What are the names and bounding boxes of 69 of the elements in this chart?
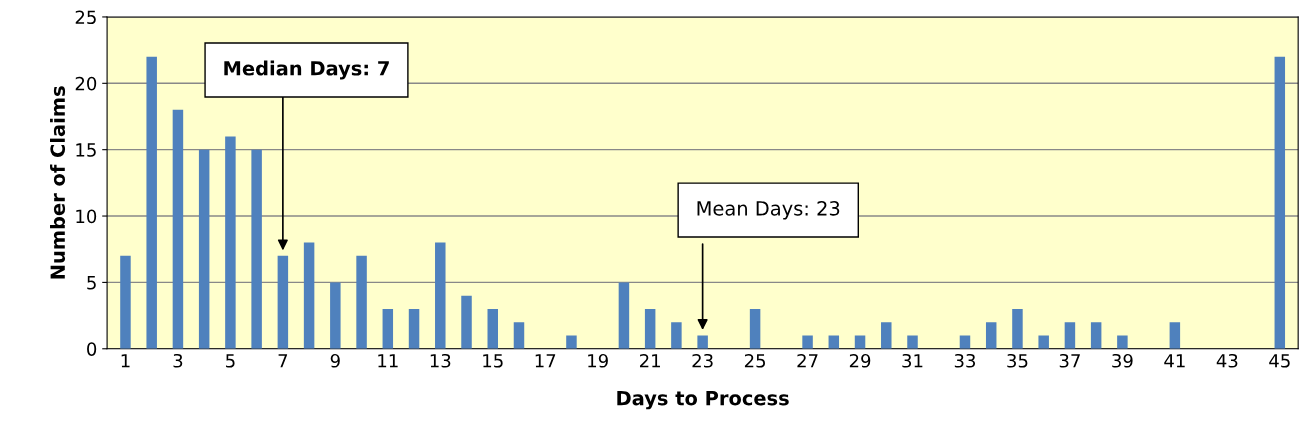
bar <box>172 109 184 349</box>
bar <box>461 295 472 349</box>
x-tick-label: 29 <box>849 353 871 368</box>
bar <box>644 308 656 349</box>
x-tick-label: 19 <box>588 353 608 368</box>
x-tick-label: 25 <box>744 353 766 368</box>
bar <box>487 308 498 349</box>
bar <box>802 335 813 349</box>
y-axis-title: Number of Claims <box>50 86 66 279</box>
bar <box>251 149 262 349</box>
bar <box>330 282 341 349</box>
bar <box>356 255 367 349</box>
x-tick-label: 31 <box>902 353 923 368</box>
bar <box>1064 322 1076 349</box>
x-tick-label: 15 <box>483 354 503 368</box>
annotation: Mean Days: 23 <box>697 201 840 220</box>
x-tick-label: 7 <box>278 354 288 368</box>
bar <box>198 149 210 349</box>
bar <box>120 255 131 349</box>
y-tick-label: 10 <box>76 209 97 224</box>
x-tick-label: 27 <box>797 353 818 368</box>
x-tick-label: 17 <box>535 354 556 368</box>
bar <box>985 322 997 349</box>
x-axis-title: Days to Process <box>617 391 789 410</box>
bar <box>671 322 682 349</box>
bar <box>513 322 525 349</box>
x-tick-label: 39 <box>1112 353 1133 368</box>
bar <box>881 322 892 349</box>
x-tick-label: 3 <box>173 353 183 368</box>
x-tick-label: 43 <box>1216 353 1238 368</box>
bar <box>435 242 446 349</box>
bar <box>566 335 577 349</box>
bar <box>618 282 630 349</box>
bar <box>408 308 420 349</box>
bar <box>749 308 761 349</box>
y-tick-label: 5 <box>87 276 96 290</box>
y-tick-label: 25 <box>75 10 96 25</box>
bar <box>303 242 315 349</box>
x-tick-label: 9 <box>330 353 340 368</box>
bar <box>828 335 840 349</box>
y-tick-label: 15 <box>76 143 96 157</box>
bar <box>146 56 157 349</box>
x-tick-label: 35 <box>1007 353 1028 368</box>
bar <box>277 255 289 349</box>
bar <box>1090 322 1102 349</box>
x-tick-label: 33 <box>954 353 976 368</box>
x-tick-label: 37 <box>1059 353 1080 368</box>
bar <box>1169 322 1181 349</box>
x-tick-label: 1 <box>121 354 130 368</box>
x-tick-label: 13 <box>430 353 451 368</box>
bar <box>225 136 236 349</box>
x-tick-label: 21 <box>639 353 660 368</box>
bar <box>1117 335 1128 349</box>
y-tick-label: 20 <box>75 76 97 91</box>
x-tick-label: 23 <box>692 353 713 368</box>
bar <box>854 335 866 349</box>
x-tick-label: 11 <box>378 354 398 368</box>
annotation: Median Days: 7 <box>224 60 389 80</box>
x-tick-label: 45 <box>1269 354 1290 368</box>
x-tick-label: 41 <box>1164 354 1185 368</box>
bar <box>382 308 394 349</box>
bar <box>1012 308 1023 349</box>
bar <box>1274 56 1286 349</box>
bar <box>907 335 918 349</box>
y-tick-label: 0 <box>87 342 97 356</box>
bar <box>959 335 971 349</box>
bar <box>1038 335 1049 349</box>
x-tick-label: 5 <box>226 354 235 368</box>
bar <box>697 335 708 349</box>
